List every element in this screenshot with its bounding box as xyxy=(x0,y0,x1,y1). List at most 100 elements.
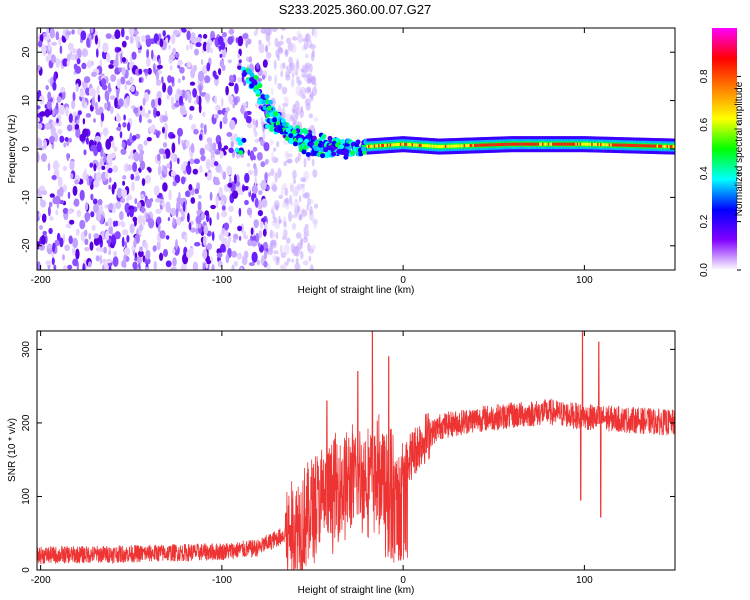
spectrogram-noise-cell xyxy=(216,198,219,209)
spectrogram-noise-cell xyxy=(231,251,237,258)
spectrogram-noise-cell xyxy=(77,210,81,217)
spectrogram-noise-cell xyxy=(280,245,283,254)
spectrogram-noise-cell xyxy=(52,243,55,253)
spectrogram-noise-cell xyxy=(299,213,302,221)
spectrogram-noise-cell xyxy=(184,234,187,242)
spectrogram-noise-cell xyxy=(83,149,86,155)
spectrogram-noise-cell xyxy=(53,265,56,271)
spectrogram-noise-cell xyxy=(193,262,198,273)
spectrogram-noise-cell xyxy=(168,45,171,50)
spectrogram-noise-cell xyxy=(309,113,313,118)
spectrogram-noise-cell xyxy=(199,85,202,95)
spectrogram-noise-cell xyxy=(106,154,112,164)
spectrogram-noise-cell xyxy=(265,32,270,42)
spectrogram-noise-cell xyxy=(234,83,239,94)
spectrogram-noise-cell xyxy=(95,136,101,142)
spectrogram-noise-cell xyxy=(165,202,170,212)
spectrogram-noise-cell xyxy=(305,192,311,199)
spectrogram-noise-cell xyxy=(161,76,163,83)
spectrogram-noise-cell xyxy=(261,218,266,222)
spectrogram-noise-cell xyxy=(224,231,229,237)
spectrogram-noise-cell xyxy=(155,98,158,108)
spectrogram-noise-cell xyxy=(145,175,151,184)
spectrogram-noise-cell xyxy=(98,95,101,103)
spectrogram-noise-cell xyxy=(220,244,226,253)
spectrogram-noise-cell xyxy=(188,94,192,103)
spectrogram-noise-cell xyxy=(226,132,232,137)
spectrogram-noise-cell xyxy=(190,82,195,86)
spectrogram-noise-cell xyxy=(93,233,99,238)
spectrogram-noise-cell xyxy=(43,140,47,149)
spectrogram-noise-cell xyxy=(292,259,294,263)
spectrogram-noise-cell xyxy=(303,260,309,265)
spectrogram-noise-cell xyxy=(211,264,214,274)
spectrogram-noise-cell xyxy=(173,181,177,186)
spectrogram-noise-cell xyxy=(195,188,199,194)
spectrogram-noise-cell xyxy=(278,195,283,199)
spectrogram-noise-cell xyxy=(229,29,235,35)
spectrogram-noise-cell xyxy=(48,228,52,234)
spectrogram-noise-cell xyxy=(156,111,160,117)
spectrogram-noise-cell xyxy=(69,235,73,244)
spectrogram-noise-cell xyxy=(105,90,109,100)
spectrogram-noise-cell xyxy=(172,257,177,266)
spectrogram-noise-cell xyxy=(52,175,57,180)
spectrogram-noise-cell xyxy=(156,217,161,225)
spectrogram-noise-cell xyxy=(38,123,43,129)
spectrogram-noise-cell xyxy=(145,213,148,220)
spectrogram-noise-cell xyxy=(209,217,211,226)
spectrogram-noise-cell xyxy=(46,101,51,109)
spectrogram-noise-cell xyxy=(214,181,220,185)
spectrogram-noise-cell xyxy=(285,197,289,205)
spectrogram-noise-cell xyxy=(111,140,114,148)
spectrogram-noise-cell xyxy=(199,134,202,141)
spectrogram-noise-cell xyxy=(177,128,183,137)
spectrogram-noise-cell xyxy=(217,110,222,115)
spectrogram-noise-cell xyxy=(39,225,43,230)
spectrogram-noise-cell xyxy=(223,116,228,125)
spectrogram-noise-cell xyxy=(53,73,56,82)
spectrogram-noise-cell xyxy=(183,202,186,212)
spectrogram-noise-cell xyxy=(301,208,305,215)
spectrogram-noise-cell xyxy=(286,113,292,123)
spectrogram-noise-cell xyxy=(214,161,219,166)
spectrogram-noise-cell xyxy=(185,140,189,147)
spectrogram-noise-cell xyxy=(114,29,120,39)
spectrogram-noise-cell xyxy=(305,224,309,230)
spectrogram-noise-cell xyxy=(270,231,275,239)
spectrogram-noise-cell xyxy=(84,212,90,221)
spectrogram-noise-cell xyxy=(109,177,112,183)
spectrogram-noise-cell xyxy=(39,95,44,104)
spectrogram-noise-cell xyxy=(264,250,267,259)
spectrogram-noise-cell xyxy=(45,123,51,130)
spectrogram-noise-cell xyxy=(97,141,102,152)
spectrogram-noise-cell xyxy=(247,163,251,167)
spectrogram-noise-cell xyxy=(86,137,89,145)
spectrogram-noise-cell xyxy=(66,224,71,228)
spectrogram-noise-cell xyxy=(52,82,56,91)
spectrogram-noise-cell xyxy=(296,264,301,269)
spectrogram-noise-cell xyxy=(210,205,216,209)
spectrogram-noise-cell xyxy=(202,249,207,259)
spectrogram-noise-cell xyxy=(157,65,163,69)
spectrogram-noise-cell xyxy=(103,153,106,163)
snr-x-tick-label: -100 xyxy=(212,575,232,586)
spectrogram-noise-cell xyxy=(275,38,279,47)
spectrogram-noise-cell xyxy=(185,191,190,197)
spectrogram-noise-cell xyxy=(258,242,261,247)
spectrogram-noise-cell xyxy=(259,230,262,238)
spectrogram-noise-cell xyxy=(189,106,194,111)
spectrogram-noise-cell xyxy=(274,75,277,86)
spectrogram-noise-cell xyxy=(155,198,161,203)
spectrogram-noise-cell xyxy=(149,125,155,133)
spectrogram-noise-cell xyxy=(277,54,280,61)
spectrogram-noise-cell xyxy=(248,187,250,192)
spectrogram-noise-cell xyxy=(236,253,242,260)
spectrogram-noise-cell xyxy=(194,242,200,247)
spectrogram-noise-cell xyxy=(96,48,99,58)
spectrogram-noise-cell xyxy=(100,248,103,253)
spectrogram-noise-cell xyxy=(183,111,188,115)
spectrogram-noise-cell xyxy=(63,142,66,147)
spectrogram-noise-cell xyxy=(163,142,167,148)
spectrogram-noise-cell xyxy=(270,249,274,253)
